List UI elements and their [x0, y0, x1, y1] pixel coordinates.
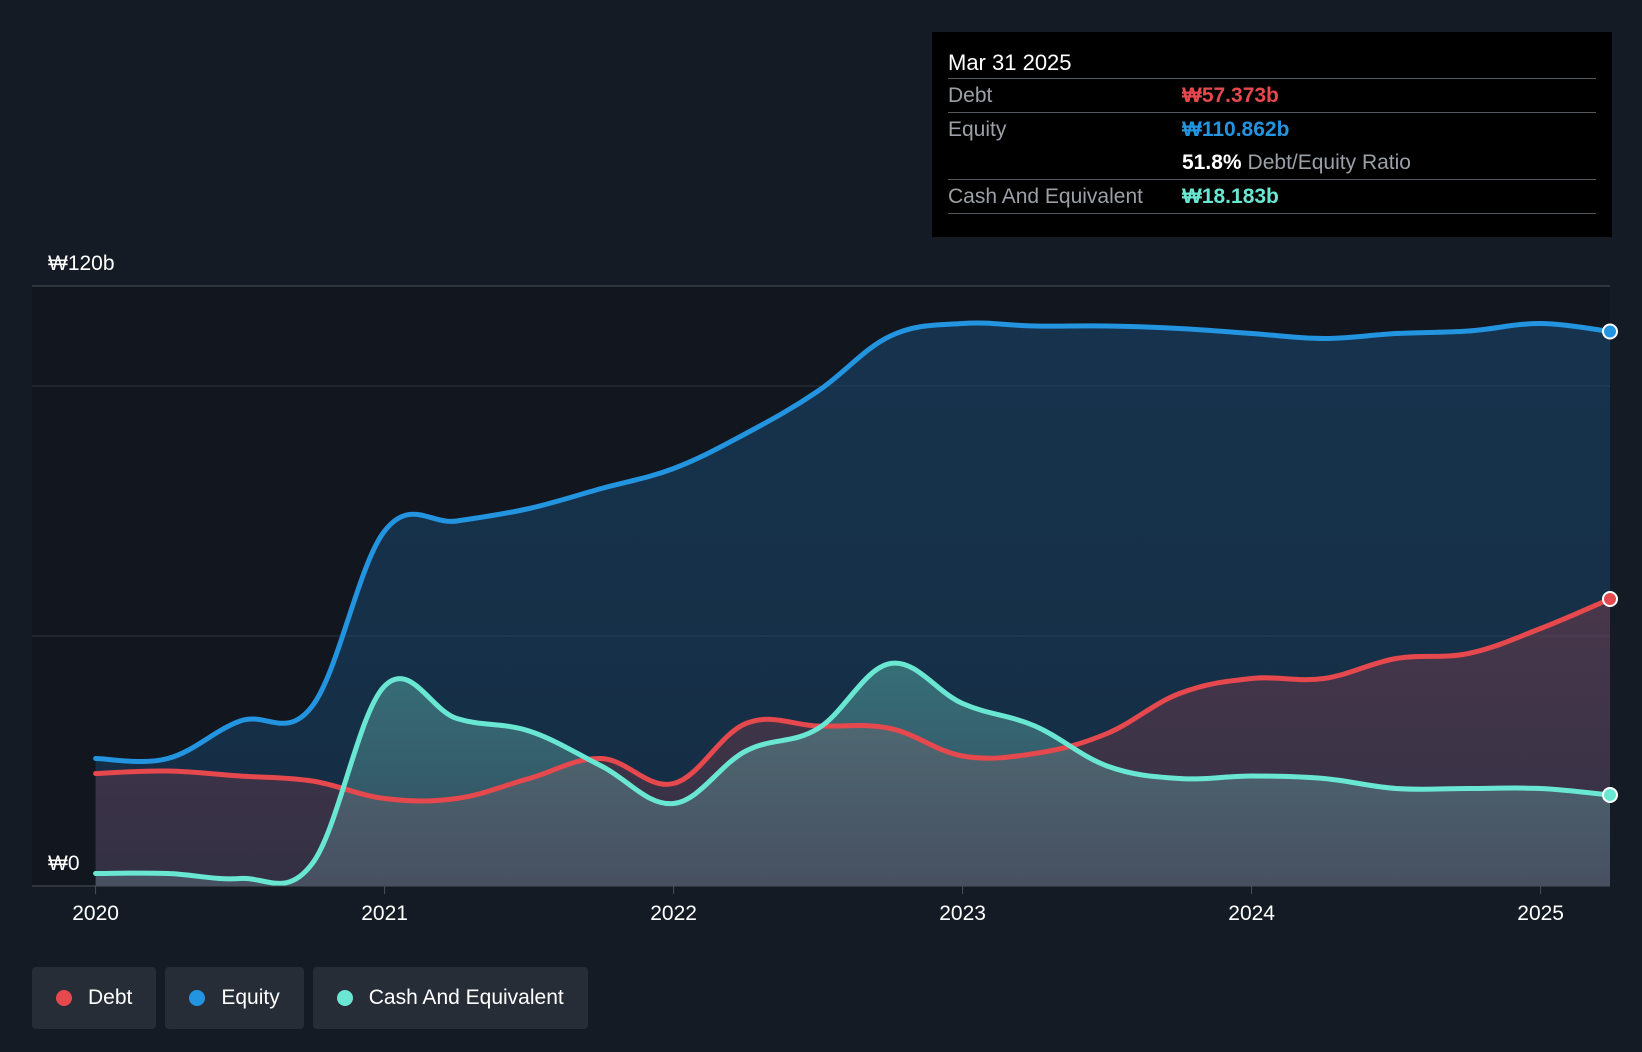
axes: ₩120b ₩0 2020 2021 2022 2023 2024 2025: [32, 252, 1610, 925]
tooltip-ratio-spacer: [948, 146, 1182, 179]
tooltip-date: Mar 31 2025: [948, 50, 1072, 75]
tooltip-ratio: 51.8% Debt/Equity Ratio: [1182, 146, 1411, 179]
cash-line: [93, 660, 1613, 886]
legend-label-debt: Debt: [88, 986, 133, 1009]
y-tick-label: ₩120b: [48, 252, 115, 275]
tooltip-row-cash: Cash And Equivalent ₩18.183b: [948, 179, 1596, 214]
tooltip-cash-label: Cash And Equivalent: [948, 185, 1143, 208]
cash-dot-icon: [336, 990, 353, 1006]
legend-item-debt[interactable]: Debt: [32, 967, 157, 1029]
tooltip-ratio-label: Debt/Equity Ratio: [1247, 151, 1411, 174]
legend: Debt Equity Cash And Equivalent: [32, 967, 588, 1029]
tooltip-equity-label: Equity: [948, 118, 1007, 141]
tooltip-row-equity: Equity ₩110.862b: [948, 112, 1596, 146]
tooltip-cash-value: ₩18.183b: [1182, 185, 1279, 208]
debt-dot-icon: [56, 990, 72, 1006]
cash-end-marker: [1602, 787, 1618, 803]
debt-end-marker: [1602, 591, 1618, 607]
tooltip-ratio-value: 51.8%: [1182, 151, 1242, 174]
tooltip-equity-value: ₩110.862b: [1182, 118, 1290, 141]
equity-dot-icon: [189, 990, 206, 1006]
x-tick-label: 2023: [939, 902, 986, 925]
legend-label-equity: Equity: [221, 986, 280, 1009]
series-areas: [95, 323, 1611, 887]
series-lines: [93, 320, 1613, 886]
x-tick-label: 2022: [650, 902, 697, 925]
tooltip-row-debt: Debt ₩57.373b: [948, 78, 1596, 112]
tooltip: Mar 31 2025 Debt ₩57.373b Equity ₩110.86…: [932, 32, 1612, 237]
x-tick-label: 2025: [1517, 902, 1564, 925]
legend-item-cash[interactable]: Cash And Equivalent: [312, 967, 588, 1029]
debt-line: [93, 596, 1613, 804]
tooltip-debt-value: ₩57.373b: [1182, 84, 1279, 107]
equity-line: [93, 320, 1613, 765]
tooltip-row-ratio: 51.8% Debt/Equity Ratio: [948, 146, 1596, 179]
y-tick-label: ₩0: [48, 852, 80, 875]
equity-end-marker: [1602, 323, 1618, 340]
end-markers: [1602, 323, 1618, 803]
tooltip-debt-label: Debt: [948, 84, 993, 107]
cash-area: [95, 663, 1611, 886]
x-tick-label: 2024: [1228, 902, 1275, 925]
legend-label-cash: Cash And Equivalent: [368, 986, 564, 1009]
x-tick-label: 2020: [72, 902, 119, 925]
x-tick-label: 2021: [361, 902, 408, 925]
legend-item-equity[interactable]: Equity: [165, 967, 304, 1029]
